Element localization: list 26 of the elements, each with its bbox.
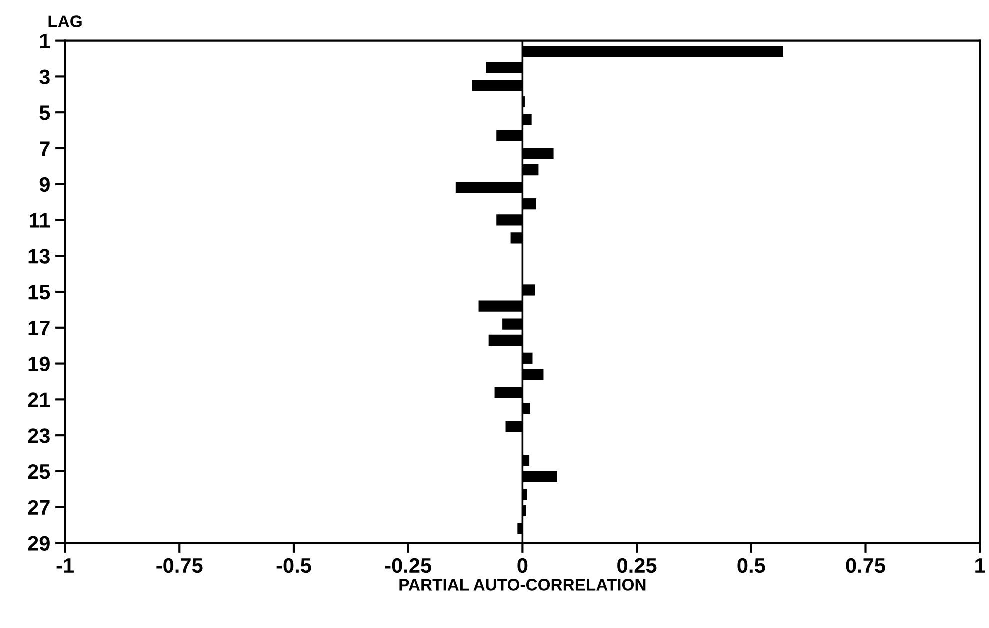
- y-tick-label: 15: [28, 285, 50, 300]
- x-tick-label: 0: [518, 558, 528, 574]
- y-tick-label: 19: [28, 356, 50, 372]
- y-tick-label: 21: [28, 392, 50, 408]
- y-tick-label: 9: [40, 177, 50, 192]
- x-tick-label: -0.25: [385, 558, 432, 574]
- y-tick-label: 13: [28, 249, 50, 264]
- y-tick-label: 3: [40, 70, 50, 84]
- x-tick-label: 0.5: [738, 558, 766, 574]
- x-tick-label: -0.75: [156, 558, 203, 574]
- x-tick-label: -1: [56, 558, 74, 573]
- y-tick-label: 29: [28, 536, 50, 551]
- y-axis-title: LAG: [48, 16, 82, 28]
- y-tick-label: 7: [40, 142, 50, 156]
- x-tick-label: 1: [976, 558, 986, 573]
- x-tick-label: 0.75: [846, 558, 886, 574]
- x-tick-label: -0.5: [276, 558, 312, 574]
- x-tick-label: 0.25: [618, 558, 657, 574]
- y-tick-label: 23: [28, 428, 50, 444]
- y-tick-label: 11: [30, 213, 50, 228]
- y-tick-label: 17: [28, 321, 50, 336]
- y-tick-label: 25: [28, 464, 50, 480]
- y-tick-label: 27: [28, 500, 50, 515]
- y-tick-label: 5: [40, 106, 50, 120]
- x-axis-title: PARTIAL AUTO-CORRELATION: [400, 579, 646, 591]
- y-tick-label: 1: [40, 34, 50, 48]
